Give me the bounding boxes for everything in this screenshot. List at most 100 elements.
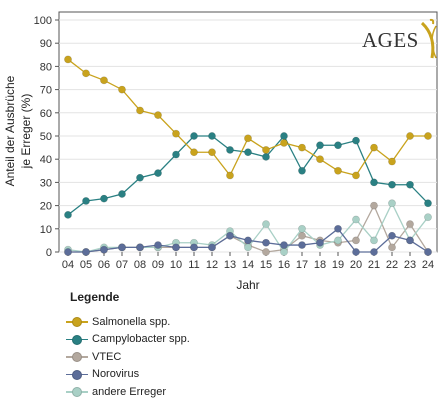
data-point (154, 111, 162, 120)
series-campylobacter-spp- (64, 132, 432, 219)
legend-label: VTEC (92, 350, 122, 363)
data-point (316, 155, 324, 164)
data-point (352, 136, 360, 145)
data-point (370, 178, 378, 187)
data-point (388, 157, 396, 166)
legend-label: Norovirus (92, 368, 140, 381)
data-point (100, 76, 108, 85)
data-point (388, 199, 396, 208)
data-point (334, 166, 342, 175)
data-point (244, 243, 252, 252)
y-tick-label: 10 (40, 224, 52, 236)
data-point (388, 180, 396, 189)
data-point (100, 194, 108, 203)
y-tick-label: 50 (40, 131, 52, 143)
data-point (64, 248, 72, 256)
series-line (67, 58, 428, 177)
data-point (64, 55, 72, 64)
y-axis-title-line-1: Anteil der Ausbrüche (3, 75, 17, 186)
series-layer (64, 55, 432, 256)
series-norovirus (64, 224, 432, 256)
data-point (118, 190, 126, 198)
data-point (262, 220, 270, 229)
data-point (352, 236, 360, 245)
legend-item: VTEC (66, 348, 190, 366)
data-point (334, 236, 342, 245)
data-point (370, 143, 378, 152)
data-point (388, 231, 396, 240)
data-point (172, 129, 180, 138)
logo-figure-icon (420, 18, 437, 59)
data-point (352, 171, 360, 180)
data-point (118, 85, 126, 94)
data-point (244, 148, 252, 157)
data-point (388, 243, 396, 252)
ages-logo: AGES (362, 18, 442, 62)
legend-swatch (66, 385, 88, 399)
data-point (208, 243, 216, 252)
x-tick-label: 09 (152, 259, 164, 271)
logo-text: AGES (362, 28, 419, 52)
data-point (100, 245, 108, 254)
x-tick-label: 23 (404, 259, 416, 271)
y-tick-label: 70 (40, 85, 52, 97)
data-point (352, 248, 360, 256)
data-point (298, 166, 306, 175)
data-point (136, 106, 144, 115)
y-axis-title-line-2: je Erreger (%) (19, 94, 33, 170)
data-point (154, 169, 162, 178)
data-point (172, 150, 180, 159)
x-tick-label: 07 (116, 259, 128, 271)
data-point (298, 143, 306, 152)
data-point (406, 132, 414, 140)
data-point (172, 243, 180, 252)
data-point (82, 197, 90, 205)
data-point (316, 141, 324, 150)
legend: Salmonella spp. Campylobacter spp. VTEC Nor… (66, 313, 190, 401)
y-tick-label: 20 (40, 201, 52, 213)
legend-item: Salmonella spp. (66, 313, 190, 331)
data-point (280, 132, 288, 140)
legend-swatch (66, 367, 88, 381)
x-tick-label: 19 (332, 259, 344, 271)
x-tick-label: 04 (62, 259, 74, 271)
x-tick-label: 16 (278, 259, 290, 271)
series-salmonella-spp- (64, 55, 432, 180)
x-tick-label: 21 (368, 259, 380, 271)
data-point (262, 248, 270, 256)
data-point (154, 241, 162, 249)
x-tick-label: 18 (314, 259, 326, 271)
data-point (280, 139, 288, 147)
data-point (262, 146, 270, 154)
data-point (352, 215, 360, 224)
x-tick-label: 17 (296, 259, 308, 271)
x-tick-label: 20 (350, 259, 362, 271)
data-point (136, 243, 144, 252)
data-point (226, 146, 234, 154)
data-point (298, 241, 306, 249)
data-point (334, 224, 342, 233)
y-tick-label: 30 (40, 177, 52, 189)
y-tick-label: 90 (40, 38, 52, 50)
legend-item: Norovirus (66, 366, 190, 384)
x-tick-label: 10 (170, 259, 182, 271)
x-tick-label: 08 (134, 259, 146, 271)
data-point (190, 148, 198, 157)
legend-swatch (66, 332, 88, 346)
legend-label: Campylobacter spp. (92, 333, 190, 346)
data-point (244, 134, 252, 143)
y-tick-label: 0 (46, 247, 52, 259)
x-tick-label: 05 (80, 259, 92, 271)
chart: 0 10 20 30 40 50 60 70 80 90 100 04 05 06 07 08 09 10 11 1… (3, 11, 438, 292)
y-tick-label: 80 (40, 61, 52, 73)
data-point (424, 248, 432, 256)
data-point (82, 248, 90, 256)
x-axis-title: Jahr (236, 278, 259, 292)
data-point (262, 152, 270, 161)
legend-item: andere Erreger (66, 383, 190, 401)
x-tick-label: 06 (98, 259, 110, 271)
x-tick-label: 22 (386, 259, 398, 271)
data-point (298, 224, 306, 233)
data-point (424, 132, 432, 140)
legend-item: Campylobacter spp. (66, 331, 190, 349)
